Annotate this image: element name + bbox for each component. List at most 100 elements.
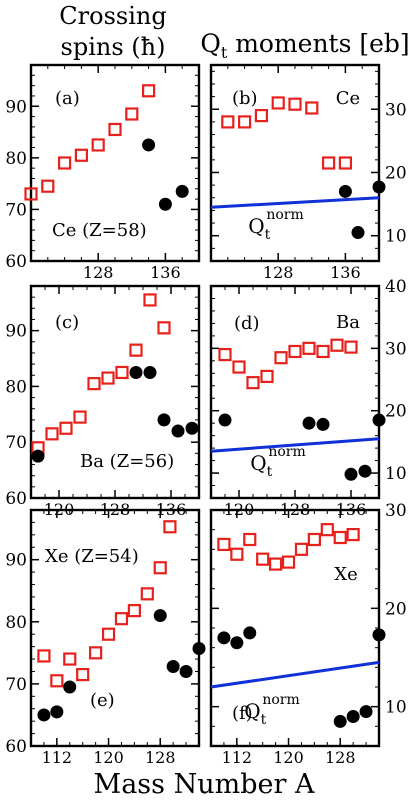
data-point-square bbox=[50, 674, 64, 688]
y-tick-label: 60 bbox=[5, 489, 27, 509]
data-point-square bbox=[101, 371, 115, 385]
q-norm-label-sub: t bbox=[261, 712, 267, 728]
data-point-circle bbox=[142, 138, 156, 152]
panel-label: (e) bbox=[90, 690, 115, 711]
data-point-square bbox=[24, 187, 38, 201]
panel-annotation: Xe (Z=54) bbox=[45, 546, 139, 567]
data-point-square bbox=[316, 344, 330, 359]
series-filled-circle bbox=[142, 138, 189, 211]
data-point-circle bbox=[63, 680, 77, 694]
data-point-square bbox=[73, 410, 87, 424]
y-tick-label: 80 bbox=[5, 613, 27, 633]
y-tick-label: 40 bbox=[385, 277, 407, 297]
series-q-norm-line bbox=[210, 437, 380, 453]
panel-e: 60 70 80 90 112 120 128 (e) Xe (Z=54) bbox=[5, 508, 206, 767]
data-point-square bbox=[153, 561, 167, 575]
q-norm-label: Qt norm bbox=[250, 444, 305, 480]
right-title-sub: t bbox=[221, 43, 228, 62]
q-norm-line bbox=[210, 437, 380, 453]
panels: 60 70 80 90 128 136 (a) Ce (Z=58) 10 20 30 128 136 (b… bbox=[5, 63, 407, 767]
x-tick-label: 128 bbox=[145, 748, 176, 767]
panel-label: (f) bbox=[232, 703, 253, 724]
x-tick-label: 136 bbox=[330, 263, 361, 282]
y-tick-label: 60 bbox=[5, 252, 27, 272]
data-point-circle bbox=[243, 626, 257, 640]
data-point-square bbox=[157, 321, 171, 335]
series-open-square bbox=[31, 293, 171, 455]
data-point-circle bbox=[344, 467, 358, 481]
data-point-square bbox=[307, 532, 321, 547]
x-tick-label: 112 bbox=[42, 748, 73, 767]
data-point-square bbox=[269, 557, 283, 571]
panel-label: (b) bbox=[232, 88, 258, 109]
y-tick-label: 10 bbox=[385, 227, 407, 247]
series-q-norm-line bbox=[210, 660, 380, 689]
y-tick-label: 20 bbox=[385, 402, 407, 422]
panel-label: (d) bbox=[234, 313, 260, 334]
series-open-square bbox=[24, 84, 156, 201]
panel-annotation: Ce bbox=[336, 88, 360, 109]
data-point-circle bbox=[153, 609, 167, 623]
y-tick-label: 30 bbox=[385, 100, 407, 120]
x-tick-label: 128 bbox=[83, 263, 114, 282]
data-point-square bbox=[322, 156, 336, 170]
panel-annotation: Ba (Z=56) bbox=[80, 451, 174, 472]
y-tick-label: 70 bbox=[5, 675, 27, 695]
data-point-square bbox=[256, 552, 270, 566]
x-tick-label: 128 bbox=[263, 263, 294, 282]
data-point-square bbox=[274, 351, 288, 365]
data-point-square bbox=[74, 148, 89, 162]
data-point-square bbox=[41, 179, 55, 193]
panel-annotation: Ba bbox=[336, 312, 360, 333]
data-point-square bbox=[129, 343, 143, 357]
data-point-square bbox=[288, 97, 302, 111]
data-point-square bbox=[89, 646, 103, 660]
data-point-square bbox=[330, 338, 344, 352]
data-point-square bbox=[230, 547, 244, 561]
data-point-square bbox=[108, 122, 122, 137]
data-point-circle bbox=[166, 660, 180, 674]
panel-annotation: Ce (Z=58) bbox=[52, 220, 147, 241]
data-point-square bbox=[87, 377, 101, 391]
y-tick-label: 20 bbox=[385, 163, 407, 183]
data-point-square bbox=[163, 520, 177, 534]
data-point-circle bbox=[217, 631, 231, 645]
data-point-circle bbox=[302, 416, 316, 430]
x-tick-label: 112 bbox=[222, 748, 253, 767]
series-open-square bbox=[218, 338, 358, 390]
y-tick-label: 70 bbox=[5, 433, 27, 453]
right-title-main: Q bbox=[200, 29, 221, 58]
data-point-square bbox=[127, 604, 141, 618]
series-open-square bbox=[217, 523, 360, 571]
data-point-circle bbox=[143, 365, 157, 379]
data-point-square bbox=[294, 542, 309, 556]
series-q-norm-line bbox=[210, 196, 380, 209]
data-point-circle bbox=[346, 710, 360, 723]
series-filled-circle bbox=[217, 626, 386, 728]
data-point-circle bbox=[171, 424, 185, 438]
y-tick-label: 60 bbox=[5, 737, 27, 757]
q-norm-label-sup: norm bbox=[262, 692, 299, 708]
data-point-circle bbox=[333, 714, 347, 728]
data-point-square bbox=[281, 555, 296, 569]
data-point-circle bbox=[218, 413, 232, 427]
data-point-circle bbox=[31, 449, 45, 463]
panel-annotation: Xe bbox=[334, 564, 357, 585]
data-point-square bbox=[232, 360, 246, 374]
data-point-circle bbox=[372, 180, 386, 194]
y-tick-label: 80 bbox=[5, 149, 27, 169]
q-norm-label-sup: norm bbox=[266, 207, 303, 223]
series-open-square bbox=[221, 96, 352, 170]
data-point-square bbox=[243, 532, 257, 547]
y-tick-label: 90 bbox=[5, 551, 27, 571]
x-tick-label: 120 bbox=[93, 748, 124, 767]
panel-label: (c) bbox=[55, 312, 79, 333]
y-tick-label: 20 bbox=[385, 599, 407, 619]
series-filled-circle bbox=[31, 365, 199, 463]
data-point-square bbox=[115, 365, 129, 380]
data-point-circle bbox=[351, 226, 365, 240]
data-point-circle bbox=[157, 413, 171, 427]
data-point-square bbox=[288, 344, 302, 359]
